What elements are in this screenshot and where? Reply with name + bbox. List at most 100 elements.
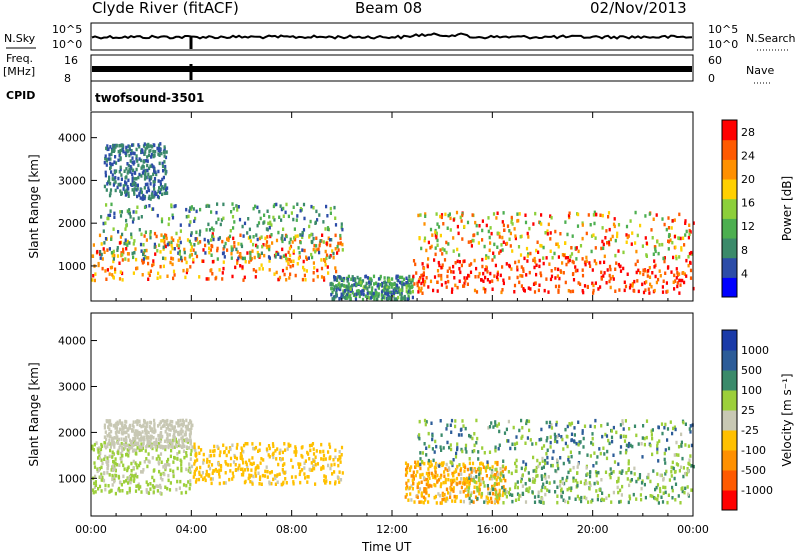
velocity-cell bbox=[467, 478, 470, 482]
power-cell bbox=[152, 262, 155, 266]
power-cell bbox=[312, 271, 315, 275]
velocity-cell bbox=[496, 424, 499, 428]
power-cell bbox=[303, 216, 306, 221]
power-cell bbox=[449, 216, 452, 221]
power-cell bbox=[109, 165, 112, 170]
power-cell bbox=[614, 267, 617, 271]
velocity-cell bbox=[589, 470, 592, 474]
velocity-cell bbox=[210, 463, 214, 467]
power-cell bbox=[293, 227, 296, 231]
power-cell bbox=[128, 241, 131, 245]
power-cell bbox=[117, 176, 120, 181]
velocity-cell bbox=[514, 446, 517, 451]
velocity-cell bbox=[664, 448, 667, 452]
power-cell bbox=[324, 227, 327, 231]
velocity-cell bbox=[208, 460, 211, 464]
velocity-cell bbox=[155, 437, 158, 442]
power-cell bbox=[564, 220, 567, 224]
velocity-cell bbox=[104, 483, 107, 488]
velocity-cell bbox=[606, 422, 609, 426]
power-cell bbox=[662, 279, 665, 283]
power-cell bbox=[151, 164, 154, 168]
power-cell bbox=[470, 244, 473, 248]
power-cell bbox=[142, 144, 146, 148]
power-cell bbox=[446, 274, 449, 279]
velocity-cell bbox=[573, 439, 576, 443]
velocity-cell bbox=[211, 471, 214, 475]
power-cell bbox=[311, 255, 314, 260]
velocity-cell bbox=[324, 457, 327, 461]
power-cell bbox=[456, 247, 459, 252]
velocity-cell bbox=[610, 435, 614, 440]
velocity-cell bbox=[136, 422, 139, 427]
power-cell bbox=[325, 253, 329, 257]
power-cell bbox=[162, 256, 165, 260]
velocity-cell bbox=[486, 465, 489, 470]
power-cell bbox=[185, 270, 188, 275]
velocity-cell bbox=[229, 456, 233, 461]
velocity-cell bbox=[95, 441, 98, 445]
time-tick-label: 20:00 bbox=[577, 523, 609, 536]
power-cell bbox=[687, 263, 690, 268]
power-cell bbox=[348, 295, 351, 299]
power-cell bbox=[441, 252, 444, 256]
velocity-cell bbox=[297, 462, 300, 466]
velocity-cell bbox=[128, 488, 131, 493]
power-cell bbox=[107, 213, 110, 218]
power-cell bbox=[498, 235, 501, 239]
velocity-cell bbox=[555, 423, 558, 427]
power-cell bbox=[185, 260, 188, 265]
power-cell bbox=[664, 271, 667, 275]
power-cell bbox=[323, 258, 326, 262]
power-cell bbox=[661, 242, 664, 247]
power-cell bbox=[148, 194, 151, 199]
power-cell bbox=[592, 233, 595, 237]
velocity-cell bbox=[251, 462, 254, 466]
power-cell bbox=[130, 149, 133, 153]
power-cell bbox=[147, 142, 150, 147]
velocity-cell bbox=[110, 488, 113, 493]
velocity-cell bbox=[526, 436, 529, 440]
power-cell bbox=[485, 254, 488, 258]
power-cell bbox=[397, 278, 400, 283]
power-cell bbox=[114, 270, 117, 274]
velocity-cell bbox=[610, 471, 613, 475]
velocity-cell bbox=[426, 479, 430, 484]
power-cell bbox=[121, 232, 124, 237]
velocity-colorbar-tick-label: -100 bbox=[741, 444, 766, 457]
power-cell bbox=[105, 163, 108, 167]
power-cell bbox=[535, 263, 538, 267]
velocity-cell bbox=[425, 453, 428, 457]
power-cell bbox=[148, 175, 151, 180]
velocity-cell bbox=[183, 455, 186, 460]
power-cell bbox=[450, 270, 453, 274]
power-cell bbox=[661, 217, 664, 221]
nave-tick-bottom: 0 bbox=[708, 72, 715, 85]
velocity-cell bbox=[222, 443, 225, 447]
power-cell bbox=[263, 253, 266, 258]
velocity-cell bbox=[159, 452, 163, 456]
velocity-cell bbox=[103, 435, 106, 439]
power-cell bbox=[420, 246, 423, 251]
velocity-cell bbox=[110, 442, 113, 446]
velocity-cell bbox=[619, 499, 622, 504]
power-cell bbox=[91, 254, 95, 258]
velocity-cell bbox=[622, 427, 625, 431]
power-cell bbox=[312, 247, 315, 252]
power-cell bbox=[144, 172, 147, 176]
power-cell bbox=[285, 278, 288, 282]
velocity-cell bbox=[460, 447, 463, 452]
power-cell bbox=[353, 277, 356, 281]
power-cell bbox=[590, 249, 593, 254]
power-cell bbox=[146, 159, 149, 163]
freq-unit: [MHz] bbox=[3, 65, 35, 78]
power-cell bbox=[136, 159, 139, 163]
velocity-cell bbox=[124, 425, 127, 429]
power-cell bbox=[545, 277, 548, 281]
power-cell bbox=[144, 147, 147, 151]
power-cell bbox=[667, 226, 671, 230]
power-cell bbox=[616, 231, 619, 236]
power-cell bbox=[332, 255, 335, 260]
velocity-cell bbox=[115, 426, 119, 430]
power-cell bbox=[324, 249, 327, 254]
